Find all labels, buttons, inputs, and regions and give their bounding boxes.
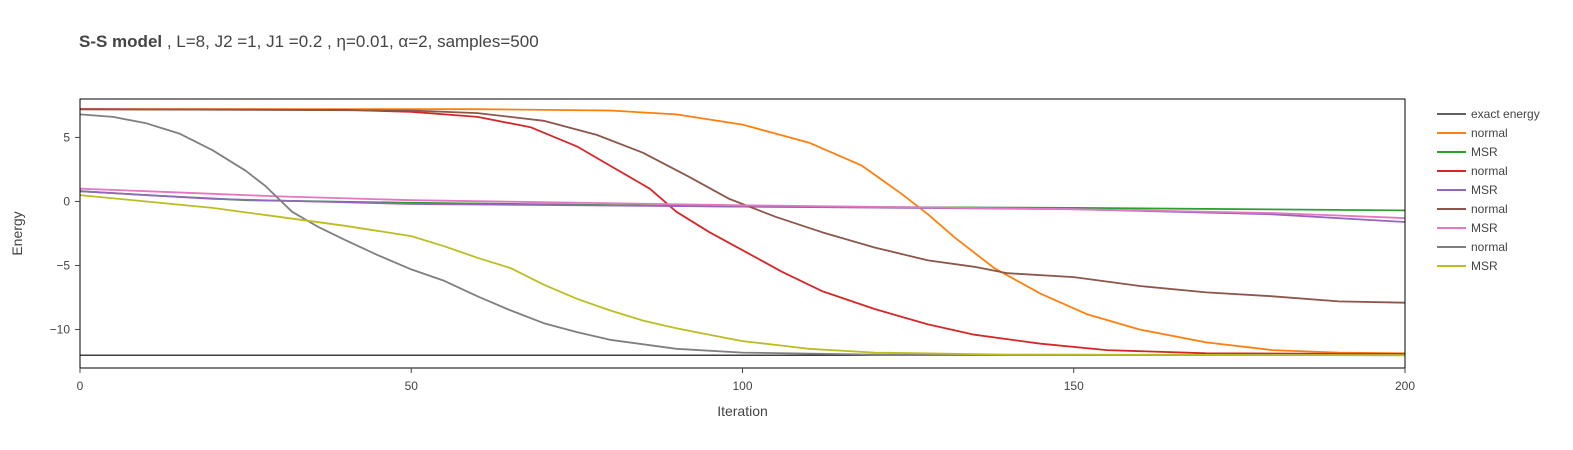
- series-line-5: [79, 108, 1406, 304]
- series-line-3: [79, 108, 1406, 355]
- legend-label: MSR: [1471, 183, 1498, 197]
- series-line-6: [79, 187, 1406, 219]
- chart-title: S-S model , L=8, J2 =1, J1 =0.2 , η=0.01…: [79, 32, 539, 52]
- y-tick-label: 5: [63, 130, 70, 144]
- legend-item[interactable]: normal: [1437, 202, 1508, 216]
- legend-label: normal: [1471, 126, 1508, 140]
- y-axis-ticks: 5 0 −5 −10: [50, 130, 80, 337]
- x-tick-label: 100: [732, 379, 752, 393]
- series-line-8: [79, 194, 1406, 357]
- legend-item[interactable]: MSR: [1437, 183, 1498, 197]
- y-tick-label: −5: [56, 259, 70, 273]
- legend-label: MSR: [1471, 259, 1498, 273]
- plot-frame: [79, 98, 1406, 369]
- series-line-1: [80, 108, 1406, 355]
- y-tick-label: 0: [63, 194, 70, 208]
- x-tick-label: 150: [1064, 379, 1084, 393]
- x-tick-label: 0: [77, 379, 84, 393]
- legend-item[interactable]: normal: [1437, 164, 1508, 178]
- legend-item[interactable]: MSR: [1437, 145, 1498, 159]
- legend-label: MSR: [1471, 145, 1498, 159]
- series-line-4: [79, 190, 1406, 223]
- x-tick-label: 50: [405, 379, 419, 393]
- legend-item[interactable]: normal: [1437, 126, 1508, 140]
- legend-label: exact energy: [1471, 107, 1540, 121]
- series-layer: [79, 108, 1406, 357]
- legend-item[interactable]: MSR: [1437, 259, 1498, 273]
- legend-label: normal: [1471, 240, 1508, 254]
- legend-label: normal: [1471, 164, 1508, 178]
- legend-item[interactable]: MSR: [1437, 221, 1498, 235]
- y-tick-label: −10: [50, 323, 71, 337]
- chart-title-bold: S-S model: [79, 32, 163, 51]
- legend-label: normal: [1471, 202, 1508, 216]
- x-axis-ticks: 0 50 100 150 200: [77, 368, 1415, 393]
- x-axis-label: Iteration: [717, 403, 768, 419]
- x-tick-label: 200: [1395, 379, 1415, 393]
- legend: exact energy normal MSR normal MSR normal MSR n…: [1437, 107, 1540, 273]
- series-line-7: [79, 113, 1406, 357]
- chart-title-rest: , L=8, J2 =1, J1 =0.2 , η=0.01, α=2, sam…: [162, 32, 539, 51]
- legend-item[interactable]: normal: [1437, 240, 1508, 254]
- y-axis-label: Energy: [9, 211, 25, 255]
- legend-label: MSR: [1471, 221, 1498, 235]
- legend-item[interactable]: exact energy: [1437, 107, 1540, 121]
